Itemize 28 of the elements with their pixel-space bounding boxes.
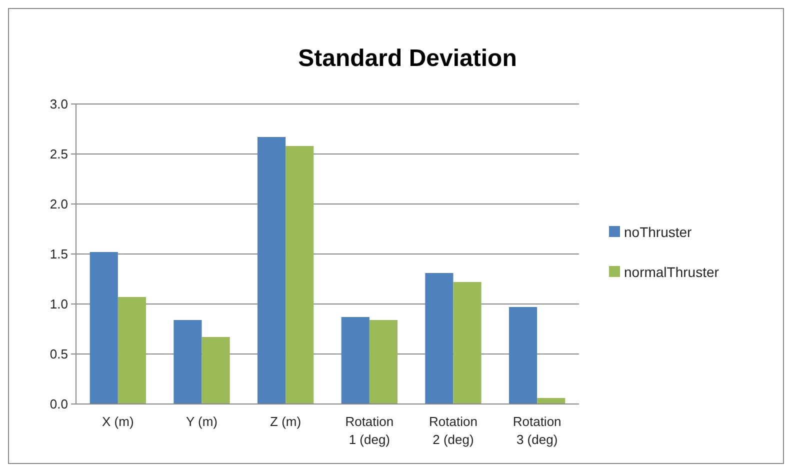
- x-tick-label: X (m): [102, 414, 134, 429]
- y-tick-label: 0.5: [50, 346, 68, 362]
- chart-title: Standard Deviation: [298, 45, 517, 72]
- x-tick-label: Rotation 3 (deg): [512, 414, 562, 447]
- y-tick-label: 2.0: [50, 196, 68, 212]
- bar: [286, 146, 314, 404]
- bar: [425, 273, 454, 404]
- bar: [258, 137, 286, 404]
- y-tick-label: 3.0: [50, 96, 68, 112]
- bar: [341, 317, 370, 404]
- y-tick-label: 1.0: [50, 296, 68, 312]
- bar: [174, 320, 202, 404]
- bar: [453, 282, 482, 404]
- y-tick-label: 1.5: [50, 246, 68, 262]
- x-tick-label: Y (m): [186, 414, 218, 429]
- x-tick-label: Rotation 1 (deg): [345, 414, 394, 447]
- x-tick-label: Z (m): [270, 414, 302, 429]
- y-tick-label: 0.0: [50, 396, 68, 412]
- bar: [509, 307, 538, 404]
- bar: [369, 320, 398, 404]
- bar: [118, 297, 146, 404]
- x-tick-label: Rotation 2 (deg): [429, 414, 478, 447]
- legend-label: noThruster: [624, 224, 692, 240]
- legend-label: normalThruster: [624, 264, 720, 280]
- bar: [90, 252, 118, 404]
- bar: [202, 337, 230, 404]
- y-tick-label: 2.5: [50, 146, 68, 162]
- bar: [537, 398, 566, 404]
